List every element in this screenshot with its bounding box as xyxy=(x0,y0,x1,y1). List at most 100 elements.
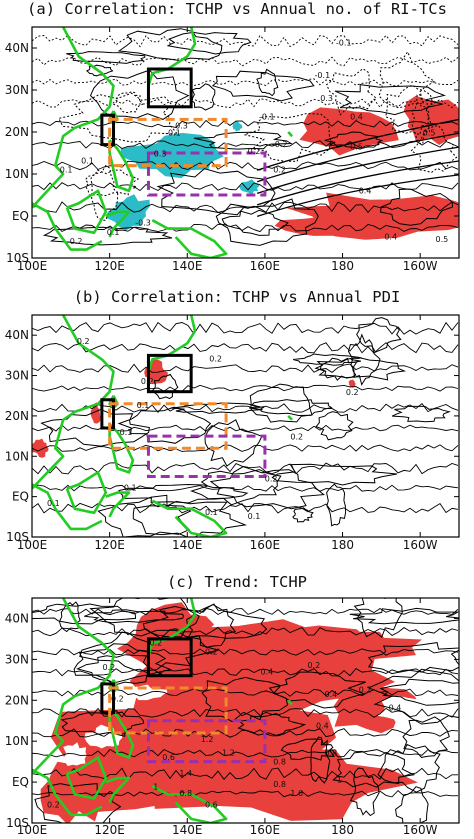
contour-line xyxy=(256,118,459,171)
contour-label: 1.2 xyxy=(201,735,214,744)
contour-line xyxy=(117,406,212,444)
contour-line xyxy=(209,466,325,510)
contour-line xyxy=(42,226,173,246)
contour-line xyxy=(395,786,429,823)
y-tick-label: 40N xyxy=(5,328,29,342)
contour-line xyxy=(215,198,319,246)
contour-line xyxy=(32,342,459,354)
y-tick-label: 10N xyxy=(5,449,29,463)
x-tick-label: 160W xyxy=(403,259,438,273)
contour-line xyxy=(211,70,315,102)
x-tick-label: 140E xyxy=(172,538,203,552)
negative-shading xyxy=(232,121,243,132)
positive-shading xyxy=(299,107,399,156)
panel-a-title: (a) Correlation: TCHP vs Annual no. of R… xyxy=(27,0,447,18)
region-box xyxy=(146,434,267,478)
contour-label: 0.5 xyxy=(423,129,436,138)
x-tick-label: 100E xyxy=(17,538,48,552)
contour-label: 0.8 xyxy=(325,749,338,758)
contour-line xyxy=(356,317,402,353)
contour-line xyxy=(191,83,216,111)
x-tick-label: 100E xyxy=(17,259,48,273)
x-tick-label: 160W xyxy=(403,823,438,837)
contour-line xyxy=(156,168,276,216)
contour-line xyxy=(32,363,459,373)
panel-a-map: -0.1 -0.1 -0.1 -0.2 0.1 0.1 0.1 0.2 0.3 0.2 0.3 0.5… xyxy=(5,26,460,273)
contour-line xyxy=(32,160,459,171)
plot-frame xyxy=(31,26,460,259)
contour-line xyxy=(292,507,314,523)
coastline xyxy=(151,219,228,258)
contour-line xyxy=(66,51,146,64)
contour-line xyxy=(84,609,185,624)
coastline xyxy=(32,27,115,209)
contour-label: 1.4 xyxy=(179,769,192,778)
contour-label: 0.2 xyxy=(359,686,372,695)
y-tick-label: 10S xyxy=(6,530,29,544)
negative-shading xyxy=(239,179,260,195)
contour-line xyxy=(34,783,122,823)
contour-label: 0.1 xyxy=(47,499,60,508)
contour-label: 0.2 xyxy=(248,147,261,156)
contour-label: 1.6 xyxy=(290,789,303,798)
contour-line xyxy=(411,94,431,145)
x-tick-label: 140E xyxy=(172,823,203,837)
contour-label: 0.1 xyxy=(248,512,261,521)
y-tick-label: EQ xyxy=(12,490,29,504)
negative-shading xyxy=(120,132,224,179)
contour-label: 0.2 xyxy=(273,166,286,175)
contour-line xyxy=(32,140,459,150)
contour-line xyxy=(32,728,459,738)
x-tick-label: 140E xyxy=(172,259,203,273)
contour-line xyxy=(76,654,163,686)
contour-line xyxy=(32,34,459,48)
contour-label: 0.1 xyxy=(124,483,137,492)
coastline xyxy=(65,471,108,515)
contour-line xyxy=(151,373,179,400)
contour-line xyxy=(32,626,459,637)
region-box xyxy=(146,353,193,394)
contour-label: 0.8 xyxy=(273,758,286,767)
y-tick-label: 20N xyxy=(5,125,29,139)
y-tick-label: 30N xyxy=(5,652,29,666)
x-tick-label: 160E xyxy=(250,823,281,837)
coastline xyxy=(287,131,294,138)
contour-label: 0.6 xyxy=(162,753,175,762)
contour-label: 0.2 xyxy=(149,638,162,647)
contour-label: -0.1 xyxy=(165,129,181,138)
contour-line xyxy=(32,321,459,335)
x-tick-label: 160E xyxy=(250,259,281,273)
x-tick-label: 120E xyxy=(94,823,125,837)
contour-line xyxy=(256,146,459,194)
region-box xyxy=(146,151,267,197)
contour-label: 0.2 xyxy=(111,695,124,704)
contour-label: 0.4 xyxy=(359,186,372,195)
contour-label: -0.2 xyxy=(67,237,83,246)
contour-label: 0.2 xyxy=(77,337,90,346)
contour-line xyxy=(402,716,450,758)
contour-line xyxy=(256,132,459,183)
y-tick-label: 40N xyxy=(5,41,29,55)
region-box xyxy=(100,398,116,430)
contour-label: 0.5 xyxy=(350,142,363,151)
contour-line xyxy=(324,131,384,150)
contour-label: 0.8 xyxy=(179,789,192,798)
x-tick-label: 100E xyxy=(17,823,48,837)
contour-label: 0.4 xyxy=(325,690,338,699)
contour-label: 0.1 xyxy=(120,428,133,437)
contour-line xyxy=(32,607,459,616)
plot-frame xyxy=(31,597,460,824)
y-tick-label: EQ xyxy=(12,209,29,223)
contour-line xyxy=(32,462,459,475)
coastline xyxy=(65,756,108,800)
contour-line xyxy=(32,384,459,392)
positive-shading xyxy=(403,95,459,145)
coastline xyxy=(65,189,108,235)
contour-line xyxy=(292,353,362,366)
coastline xyxy=(32,315,115,490)
positive-shading xyxy=(348,379,356,388)
contour-line xyxy=(379,188,454,226)
contour-line xyxy=(314,356,407,381)
contour-label: 0.2 xyxy=(47,800,60,809)
